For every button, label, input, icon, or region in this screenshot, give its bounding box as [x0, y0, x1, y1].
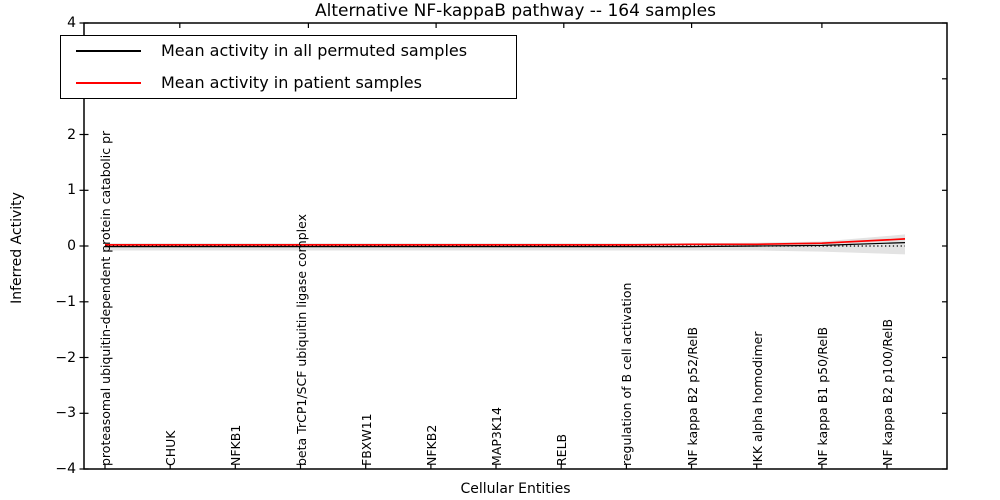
entity-label: regulation of B cell activation — [619, 282, 634, 466]
y-axis-title: Inferred Activity — [9, 192, 25, 304]
entity-label: beta TrCP1/SCF ubiquitin ligase complex — [294, 214, 309, 466]
legend-box: Mean activity in all permuted samples Me… — [60, 35, 517, 99]
patient-line-swatch — [76, 82, 141, 84]
y-tick-label: 1 — [67, 182, 76, 198]
entity-label: NF kappa B1 p50/RelB — [815, 326, 830, 466]
y-tick-label: −3 — [55, 405, 76, 421]
entity-label: MAP3K14 — [489, 407, 504, 466]
plot-svg — [79, 22, 948, 470]
y-tick-label: −2 — [55, 350, 76, 366]
x-axis-title: Cellular Entities — [460, 481, 571, 497]
entity-label: NFKB2 — [424, 424, 439, 466]
entity-label: NF kappa B2 p52/RelB — [685, 326, 700, 466]
y-tick-label: 2 — [67, 127, 76, 143]
plot-border — [83, 22, 948, 470]
entity-label: IKK alpha homodimer — [750, 331, 765, 467]
series-line-mean-activity-in-patient-samples — [105, 238, 906, 246]
entity-label: NFKB1 — [228, 424, 243, 466]
y-tick-label: 4 — [67, 15, 76, 31]
permuted-line-swatch — [76, 50, 141, 52]
entity-label: proteasomal ubiquitin-dependent protein … — [98, 130, 113, 466]
entity-label: RELB — [554, 433, 569, 466]
legend-item-label: Mean activity in patient samples — [161, 73, 422, 92]
y-tick-label: −4 — [55, 461, 76, 477]
entity-label: NF kappa B2 p100/RelB — [880, 318, 895, 466]
entity-label: FBXW11 — [359, 413, 374, 466]
y-tick-label: −1 — [55, 294, 76, 310]
entity-label: CHUK — [163, 430, 178, 466]
y-tick-label: 0 — [67, 238, 76, 254]
legend-item-label: Mean activity in all permuted samples — [161, 41, 468, 60]
chart-title: Alternative NF-kappaB pathway -- 164 sam… — [315, 1, 716, 21]
